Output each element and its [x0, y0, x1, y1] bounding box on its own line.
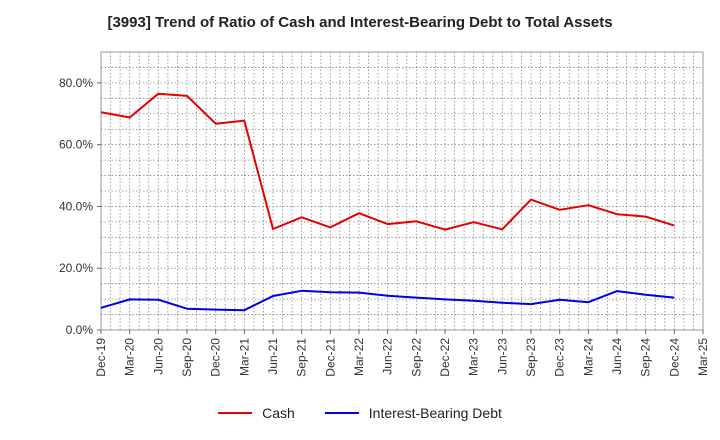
series-line-cash: [100, 92, 675, 231]
legend-item-cash: Cash: [218, 405, 295, 421]
x-tick-label: Jun-21: [266, 338, 280, 375]
x-tick-label: Dec-20: [209, 338, 223, 377]
x-tick-label: Sep-24: [639, 338, 653, 377]
legend-swatch-debt: [324, 412, 359, 414]
series-line-interest-bearing-debt: [100, 289, 675, 312]
x-tick-label: Jun-24: [610, 338, 624, 375]
x-tick-label: Dec-21: [323, 338, 337, 377]
y-tick-label: 80.0%: [59, 76, 93, 90]
x-tick-label: Mar-25: [696, 338, 710, 376]
x-tick-label: Sep-21: [295, 338, 309, 377]
x-tick-label: Dec-23: [553, 338, 567, 377]
x-tick-label: Mar-20: [123, 338, 137, 376]
x-tick-label: Mar-21: [237, 338, 251, 376]
x-tick-label: Dec-24: [667, 338, 681, 377]
legend-item-debt: Interest-Bearing Debt: [324, 405, 502, 421]
x-tick-label: Dec-19: [94, 338, 108, 377]
y-tick-label: 20.0%: [59, 261, 93, 275]
x-tick-label: Sep-22: [409, 338, 423, 377]
chart-legend: Cash Interest-Bearing Debt: [0, 405, 720, 421]
y-tick-label: 60.0%: [59, 138, 93, 152]
x-tick-label: Mar-24: [581, 338, 595, 376]
x-tick-label: Sep-20: [180, 338, 194, 377]
x-tick-label: Jun-23: [495, 338, 509, 375]
x-tick-label: Sep-23: [524, 338, 538, 377]
x-tick-label: Jun-20: [151, 338, 165, 375]
legend-label-debt: Interest-Bearing Debt: [368, 405, 502, 421]
legend-swatch-cash: [218, 412, 253, 414]
x-tick-label: Dec-22: [438, 338, 452, 377]
legend-label-cash: Cash: [262, 405, 295, 421]
x-tick-label: Mar-23: [467, 338, 481, 376]
y-tick-label: 40.0%: [59, 199, 93, 213]
chart-title: [3993] Trend of Ratio of Cash and Intere…: [107, 14, 613, 31]
x-tick-label: Jun-22: [381, 338, 395, 375]
x-tick-label: Mar-22: [352, 338, 366, 376]
y-tick-label: 0.0%: [66, 323, 94, 337]
